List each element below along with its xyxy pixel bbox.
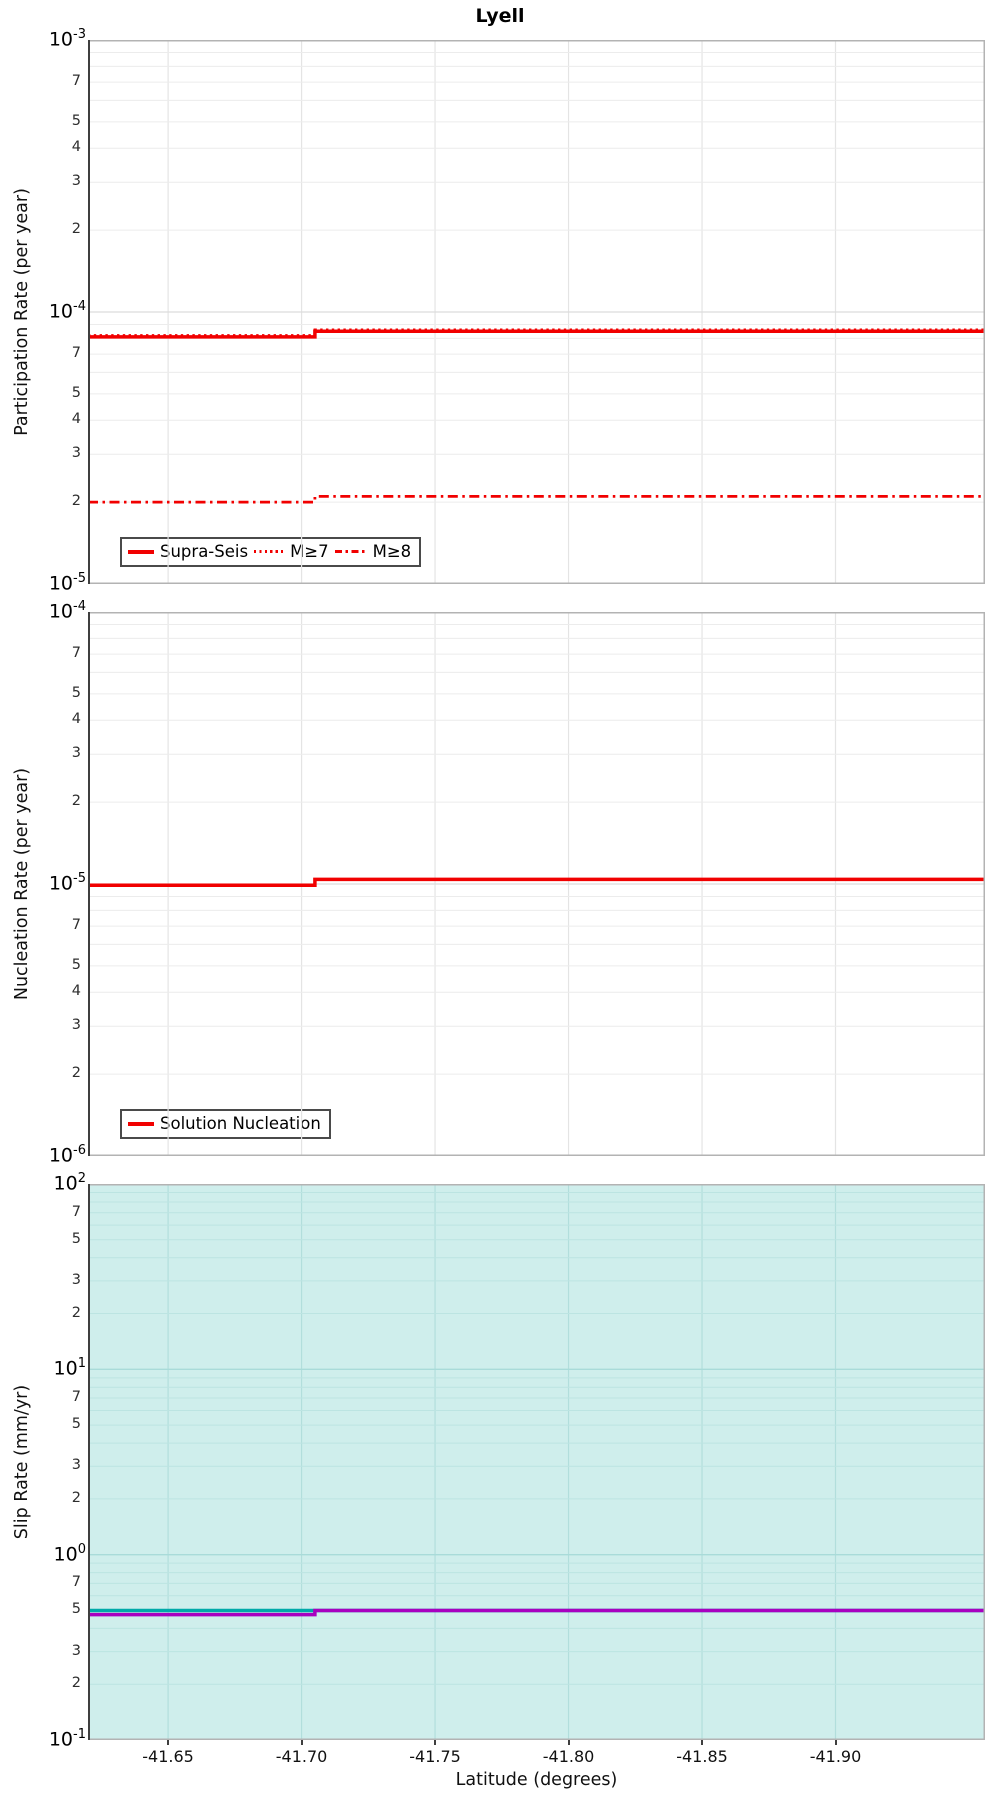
y-tick-label-decade: 102	[53, 1171, 86, 1195]
y-tick-label-minor: 4	[71, 711, 81, 728]
y-tick-label-minor: 2	[71, 1304, 81, 1321]
y-tick-label-minor: 5	[71, 956, 81, 973]
y-tick-label-minor: 2	[71, 221, 81, 238]
y-tick-label-minor: 2	[71, 793, 81, 810]
y-tick-label-minor: 3	[71, 445, 81, 462]
y-tick-label-minor: 7	[71, 645, 81, 662]
y-tick-label-minor: 5	[71, 1416, 81, 1433]
series-line-m-8	[88, 494, 985, 504]
y-tick-label-minor: 3	[71, 1457, 81, 1474]
y-tick-label-minor: 7	[71, 1203, 81, 1220]
y-tick-label-decade: 10-5	[48, 871, 86, 895]
y-tick-label-decade: 10-3	[48, 27, 86, 51]
y-tick-label-minor: 3	[71, 745, 81, 762]
legend-label-m8: M≥8	[372, 542, 412, 561]
y-tick-label-minor: 2	[71, 1489, 81, 1506]
x-tick-mark	[701, 1740, 704, 1745]
x-tick-mark	[167, 1740, 170, 1745]
legend-swatch-supra-seis-line	[128, 549, 154, 554]
x-tick-label: -41.65	[142, 1747, 194, 1766]
x-tick-label: -41.75	[409, 1747, 461, 1766]
series-line-solution	[88, 1608, 985, 1617]
legend-swatch-m8-dashdot-line	[334, 550, 367, 553]
chart-title: Lyell	[475, 5, 525, 27]
x-tick-label: -41.70	[275, 1747, 328, 1766]
y-tick-label-minor: 2	[71, 1065, 81, 1082]
x-tick-mark	[434, 1740, 437, 1745]
y-tick-label-minor: 3	[71, 1642, 81, 1659]
y-tick-label-minor: 5	[71, 1601, 81, 1618]
x-tick-label: -41.80	[542, 1747, 595, 1766]
x-tick-label: -41.85	[676, 1747, 728, 1766]
y-tick-label-minor: 7	[71, 1389, 81, 1406]
y-tick-label-minor: 5	[71, 1230, 81, 1247]
y-tick-label-minor: 4	[71, 139, 81, 156]
panel-slip-rate	[88, 1184, 985, 1740]
y-tick-label-minor: 5	[71, 684, 81, 701]
y-tick-label-minor: 7	[71, 1574, 81, 1591]
y-tick-label-minor: 3	[71, 1271, 81, 1288]
y-tick-label-minor: 3	[71, 173, 81, 190]
x-tick-label: -41.90	[809, 1747, 862, 1766]
y-tick-label-decade: 100	[53, 1541, 86, 1565]
panel-plot-nucleation	[88, 612, 985, 1156]
panel-participation	[88, 40, 985, 584]
x-tick-mark	[300, 1740, 303, 1745]
y-tick-label-decade: 10-4	[48, 599, 86, 623]
y-tick-label-minor: 5	[71, 112, 81, 129]
x-axis-label: Latitude (degrees)	[455, 1770, 618, 1790]
y-tick-label-minor: 4	[71, 983, 81, 1000]
y-tick-label-minor: 4	[71, 411, 81, 428]
legend-label-m7: M≥7	[290, 542, 329, 561]
legend-participation: Supra-Seis M≥7 M≥8	[120, 537, 422, 567]
panel-nucleation	[88, 612, 985, 1156]
panel-plot-slip-rate	[88, 1184, 985, 1740]
legend-label-supra-seis: Supra-Seis	[160, 542, 249, 561]
x-tick-mark	[567, 1740, 570, 1745]
legend-nucleation: Solution Nucleation	[120, 1109, 331, 1139]
y-tick-label-decade: 10-4	[48, 299, 86, 323]
legend-swatch-m7-dotted-line	[254, 550, 285, 553]
y-tick-label-minor: 2	[71, 493, 81, 510]
y-tick-label-minor: 5	[71, 384, 81, 401]
y-tick-label-minor: 2	[71, 1675, 81, 1692]
y-tick-label-minor: 3	[71, 1017, 81, 1034]
y-tick-label-decade: 10-5	[48, 571, 86, 595]
y-tick-label-decade: 10-6	[48, 1143, 86, 1167]
y-tick-label-decade: 101	[53, 1356, 86, 1380]
y-tick-label-minor: 7	[71, 917, 81, 934]
panel-plot-participation	[88, 40, 985, 584]
y-tick-label-decade: 10-1	[48, 1727, 86, 1751]
legend-swatch-solution-nucleation-line	[128, 1121, 154, 1126]
y-tick-label-minor: 7	[71, 345, 81, 362]
x-tick-mark	[834, 1740, 837, 1745]
series-line-solution-nucleation	[88, 877, 985, 887]
sigma-band	[88, 1184, 985, 1740]
legend-label-solution-nucleation: Solution Nucleation	[160, 1114, 321, 1133]
y-tick-label-minor: 7	[71, 73, 81, 90]
